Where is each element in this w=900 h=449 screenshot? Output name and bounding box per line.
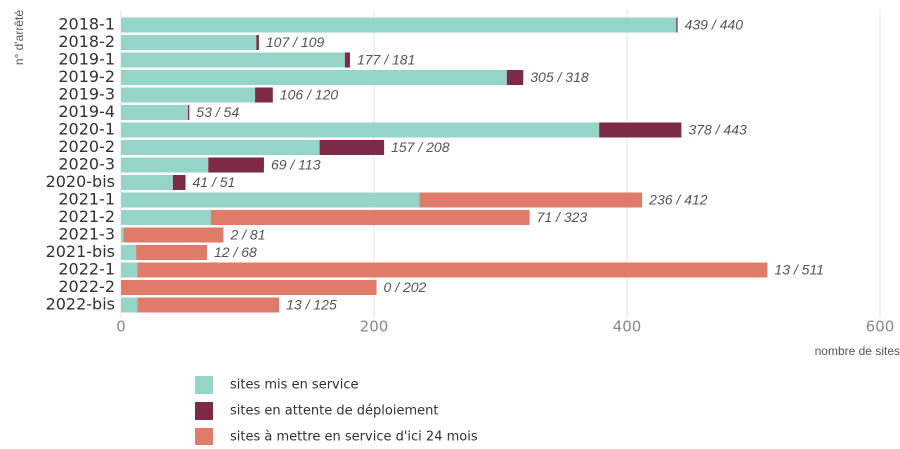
bar-label: 157 / 208 bbox=[391, 139, 450, 155]
legend-label: sites en attente de déploiement bbox=[230, 404, 438, 419]
bar-segment bbox=[121, 52, 345, 68]
bar-segment bbox=[121, 122, 600, 138]
bar-segment bbox=[121, 280, 377, 295]
bar-segment bbox=[319, 140, 385, 155]
bar-label: 378 / 443 bbox=[688, 122, 747, 138]
bar-label: 13 / 511 bbox=[774, 262, 824, 278]
y-tick-label: 2018-1 bbox=[58, 15, 115, 34]
bar-segment bbox=[506, 70, 524, 85]
y-tick-label: 2020-3 bbox=[58, 155, 115, 174]
y-tick-label: 2019-1 bbox=[58, 50, 115, 69]
y-tick-label: 2020-2 bbox=[58, 137, 115, 156]
legend-label: sites à mettre en service d'ici 24 mois bbox=[230, 430, 478, 445]
y-tick-label: 2020-bis bbox=[46, 172, 115, 191]
bar-label: 107 / 109 bbox=[266, 34, 325, 50]
bar-label: 12 / 68 bbox=[214, 244, 257, 260]
bar-segment bbox=[121, 157, 209, 173]
y-tick-label: 2021-3 bbox=[58, 225, 115, 244]
bar-label: 439 / 440 bbox=[685, 17, 744, 33]
bar-label: 41 / 51 bbox=[193, 174, 236, 190]
legend-swatch bbox=[195, 428, 213, 446]
bar-segment bbox=[121, 17, 677, 33]
y-tick-label: 2019-2 bbox=[58, 67, 115, 86]
bar-segment bbox=[121, 70, 507, 85]
bar-segment bbox=[121, 297, 138, 313]
bar-label: 69 / 113 bbox=[271, 157, 321, 173]
bar-segment bbox=[121, 140, 320, 155]
legend-swatch bbox=[195, 376, 213, 394]
bar-segment bbox=[419, 192, 643, 208]
y-tick-label: 2021-2 bbox=[58, 207, 115, 226]
y-tick-label: 2022-bis bbox=[46, 295, 115, 314]
bar-segment bbox=[121, 35, 257, 50]
bar-label: 2 / 81 bbox=[229, 227, 265, 243]
bar-segment bbox=[121, 210, 211, 225]
bar-label: 0 / 202 bbox=[384, 279, 427, 295]
y-tick-label: 2019-3 bbox=[58, 85, 115, 104]
legend-label: sites mis en service bbox=[230, 378, 359, 393]
bar-segment bbox=[172, 175, 186, 190]
y-tick-label: 2019-4 bbox=[58, 102, 115, 121]
y-axis-label: n° d'arrêté bbox=[12, 10, 26, 65]
bar-segment bbox=[123, 227, 224, 243]
y-tick-label: 2022-2 bbox=[58, 277, 115, 296]
bar-segment bbox=[121, 227, 124, 243]
bar-segment bbox=[121, 175, 173, 190]
bar-segment bbox=[208, 157, 264, 173]
x-tick-label: 600 bbox=[866, 318, 895, 336]
bar-segment bbox=[255, 87, 273, 103]
x-tick-label: 400 bbox=[613, 318, 642, 336]
x-tick-label: 200 bbox=[360, 318, 389, 336]
y-tick-label: 2021-1 bbox=[58, 190, 115, 209]
bar-label: 177 / 181 bbox=[357, 52, 415, 68]
bar-label: 13 / 125 bbox=[286, 297, 337, 313]
bar-segment bbox=[121, 262, 138, 278]
bar-segment bbox=[121, 87, 256, 103]
bar-segment bbox=[188, 105, 190, 120]
legend-swatch bbox=[195, 402, 213, 420]
bar-segment bbox=[121, 192, 420, 208]
bar-label: 53 / 54 bbox=[196, 104, 239, 120]
bar-label: 305 / 318 bbox=[530, 69, 589, 85]
bar-segment bbox=[676, 17, 678, 33]
bar-segment bbox=[136, 245, 208, 260]
y-tick-label: 2022-1 bbox=[58, 260, 115, 279]
bar-segment bbox=[121, 245, 137, 260]
bar-segment bbox=[344, 52, 350, 68]
bar-label: 71 / 323 bbox=[537, 209, 588, 225]
x-axis-label: nombre de sites bbox=[815, 344, 900, 358]
bar-label: 236 / 412 bbox=[648, 192, 708, 208]
bar-segment bbox=[137, 262, 768, 278]
bar-segment bbox=[137, 297, 280, 313]
y-tick-label: 2018-2 bbox=[58, 32, 115, 51]
bar-segment bbox=[121, 105, 189, 120]
y-tick-label: 2021-bis bbox=[46, 242, 115, 261]
bar-segment bbox=[599, 122, 682, 138]
x-tick-label: 0 bbox=[116, 318, 126, 336]
bar-label: 106 / 120 bbox=[280, 87, 339, 103]
y-tick-label: 2020-1 bbox=[58, 120, 115, 139]
bar-segment bbox=[256, 35, 259, 50]
bar-segment bbox=[210, 210, 530, 225]
